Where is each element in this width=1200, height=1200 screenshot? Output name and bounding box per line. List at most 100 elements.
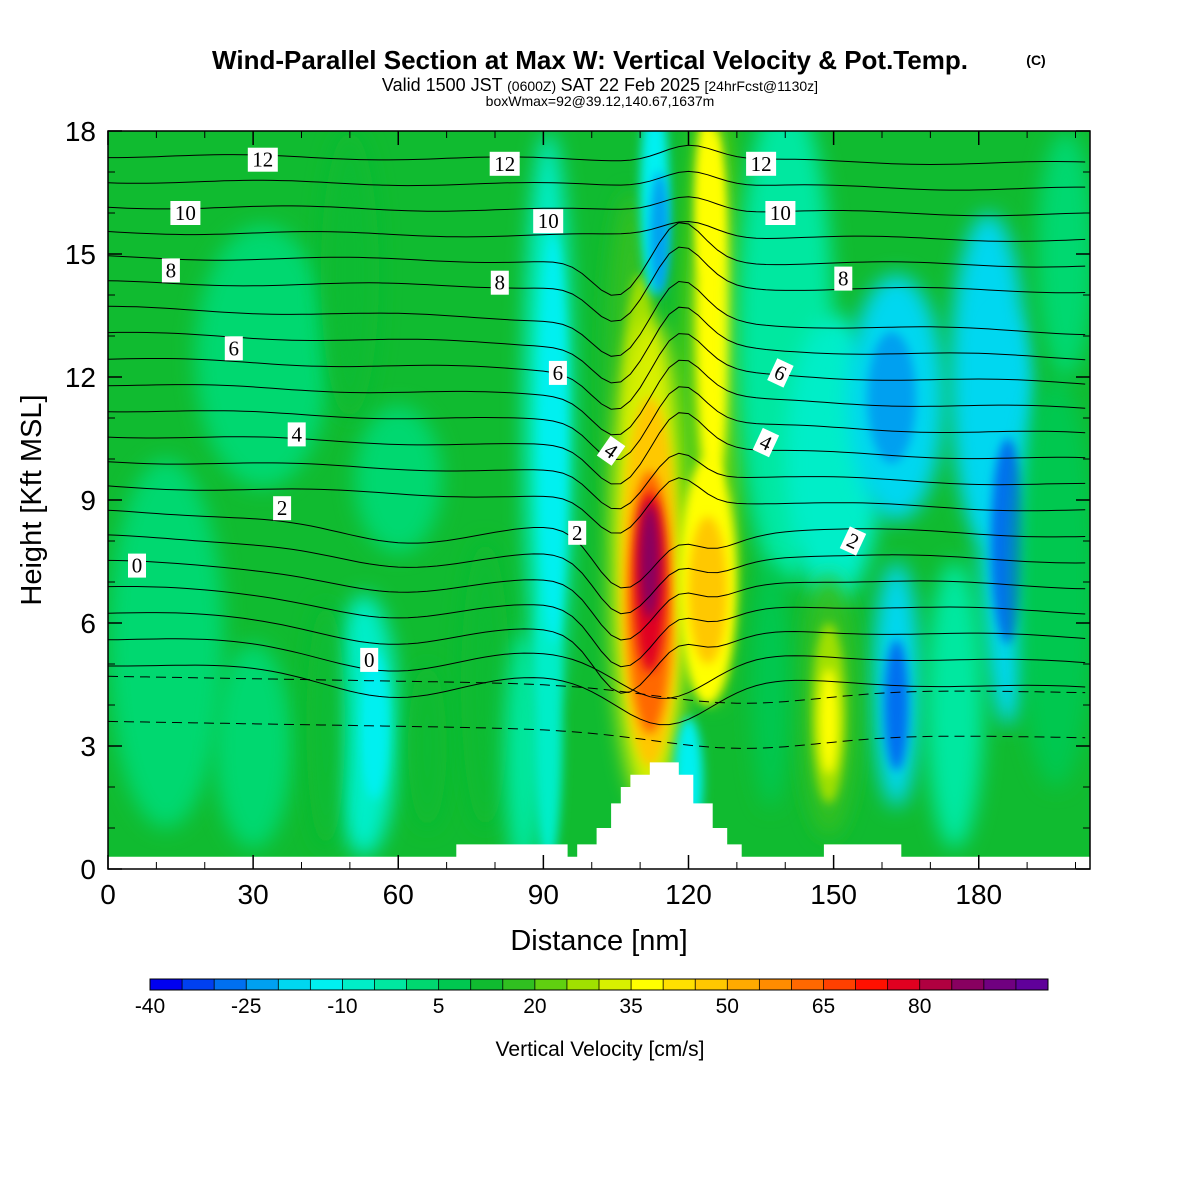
subtitle-valid: Valid 1500 JST: [382, 75, 503, 95]
colorbar-swatch: [470, 979, 504, 990]
theta-label: 12: [247, 147, 278, 172]
theta-label: 0: [360, 647, 379, 672]
theta-label-text: 10: [538, 209, 559, 233]
theta-label-text: 12: [494, 152, 515, 176]
theta-label: 0: [128, 553, 146, 578]
colorbar-tick-label: -25: [231, 995, 261, 1018]
colorbar-tick-label: 80: [908, 995, 931, 1018]
theta-contour: [108, 638, 1086, 699]
theta-contour: [108, 612, 1086, 694]
theta-contour: [108, 534, 1086, 615]
w-blob: [925, 561, 984, 849]
colorbar-swatch: [695, 979, 728, 990]
theta-label-box: [490, 270, 509, 295]
theta-label: 6: [548, 360, 567, 385]
theta-label: 10: [533, 209, 564, 234]
terrain-mask: [108, 762, 1090, 869]
colorbar-swatch: [823, 979, 856, 990]
colorbar-swatch: [919, 979, 953, 990]
theta-label-text: 0: [364, 648, 375, 672]
theta-contour: [108, 246, 1086, 322]
theta-contour: [108, 306, 1086, 384]
contour-labels: 12 12 12 10 10 10 8 8 8 6 6 6 4 4 4 2 2 2 0 0: [128, 147, 867, 672]
theta-label-box: [548, 360, 567, 385]
theta-label-box: [170, 201, 201, 225]
colorbar-swatch: [502, 979, 536, 990]
y-axis-ticks: 0 3 6 9 12 15 18: [65, 116, 1090, 885]
w-blob: [1017, 377, 1090, 787]
colorbar-swatch: [663, 979, 696, 990]
x-tick-label: 90: [528, 879, 559, 910]
y-axis-label: Height [Kft MSL]: [16, 394, 48, 605]
theta-label-text: 6: [553, 361, 564, 385]
theta-contour: [108, 222, 1086, 296]
theta-label: 6: [224, 336, 243, 361]
w-blob: [1036, 131, 1090, 377]
theta-label-text: 2: [277, 496, 288, 520]
w-blob: [359, 651, 389, 800]
theta-label-box: [247, 147, 278, 172]
theta-label-text: 10: [770, 201, 791, 225]
subtitle-forecast: [24hrFcst@1130z]: [705, 78, 819, 94]
colorbar-swatch: [855, 979, 889, 990]
w-blob: [819, 668, 839, 775]
theta-contour: [108, 170, 1086, 191]
theta-label: 4: [287, 422, 306, 447]
theta-label-box: [533, 209, 564, 234]
colorbar-swatch: [631, 979, 664, 990]
theta-contour: [108, 477, 1086, 534]
w-blob: [688, 516, 728, 664]
theta-label-box: [596, 435, 626, 466]
y-tick-label: 6: [80, 608, 96, 639]
theta-contour: [108, 333, 1086, 410]
colorbar-swatch: [278, 979, 311, 990]
theta-label-text: 12: [751, 152, 772, 176]
theta-contour: [108, 359, 1086, 436]
colorbar-swatch: [599, 979, 632, 990]
colorbar-swatch: [406, 979, 440, 990]
theta-label: 8: [490, 270, 509, 295]
theta-label-text: 8: [838, 267, 849, 291]
theta-contour: [108, 386, 1086, 461]
theta-label: 4: [596, 435, 626, 466]
theta-label: 10: [765, 201, 796, 225]
theta-contour: [108, 559, 1086, 641]
colorbar: -40 -25 -10 5 20 35 50 65 80: [135, 978, 1049, 1018]
colorbar-label: Vertical Velocity [cm/s]: [496, 1038, 705, 1061]
w-blob: [990, 438, 1025, 644]
colorbar-swatch: [374, 979, 407, 990]
theta-label: 2: [839, 526, 867, 556]
colorbar-swatch: [1015, 979, 1049, 990]
theta-label: 4: [752, 427, 780, 458]
x-tick-label: 30: [238, 879, 269, 910]
colorbar-swatch: [310, 979, 343, 990]
theta-contour: [108, 280, 1086, 357]
theta-label-box: [489, 151, 520, 176]
y-tick-label: 18: [65, 116, 96, 147]
theta-label-box: [360, 647, 379, 672]
theta-contour: [108, 196, 1086, 217]
theta-contour: [108, 664, 1086, 726]
colorbar-swatch: [566, 979, 600, 990]
x-tick-label: 180: [955, 879, 1002, 910]
w-blob: [354, 405, 442, 554]
w-blob: [461, 541, 510, 828]
theta-label: 8: [834, 266, 853, 291]
w-blob: [538, 233, 568, 644]
theta-label: 2: [273, 496, 292, 521]
x-tick-label: 60: [383, 879, 414, 910]
colorbar-swatch: [727, 979, 760, 990]
theta-label: 8: [161, 258, 180, 283]
theta-label-text: 2: [572, 521, 583, 545]
y-tick-label: 12: [65, 362, 96, 393]
colorbar-swatch: [150, 979, 183, 990]
theta-contour-dashed: [108, 675, 1086, 704]
colorbar-tick-label: -10: [327, 995, 357, 1018]
theta-label-text: 8: [495, 271, 506, 295]
colorbar-swatch: [214, 979, 247, 990]
x-tick-label: 0: [100, 879, 116, 910]
plot-area: 12 12 12 10 10 10 8 8 8 6 6 6 4 4 4 2 2 2 0 0: [108, 131, 1090, 869]
theta-contour-dashed: [108, 720, 1086, 749]
w-blob: [214, 643, 292, 849]
y-tick-label: 0: [80, 854, 96, 885]
